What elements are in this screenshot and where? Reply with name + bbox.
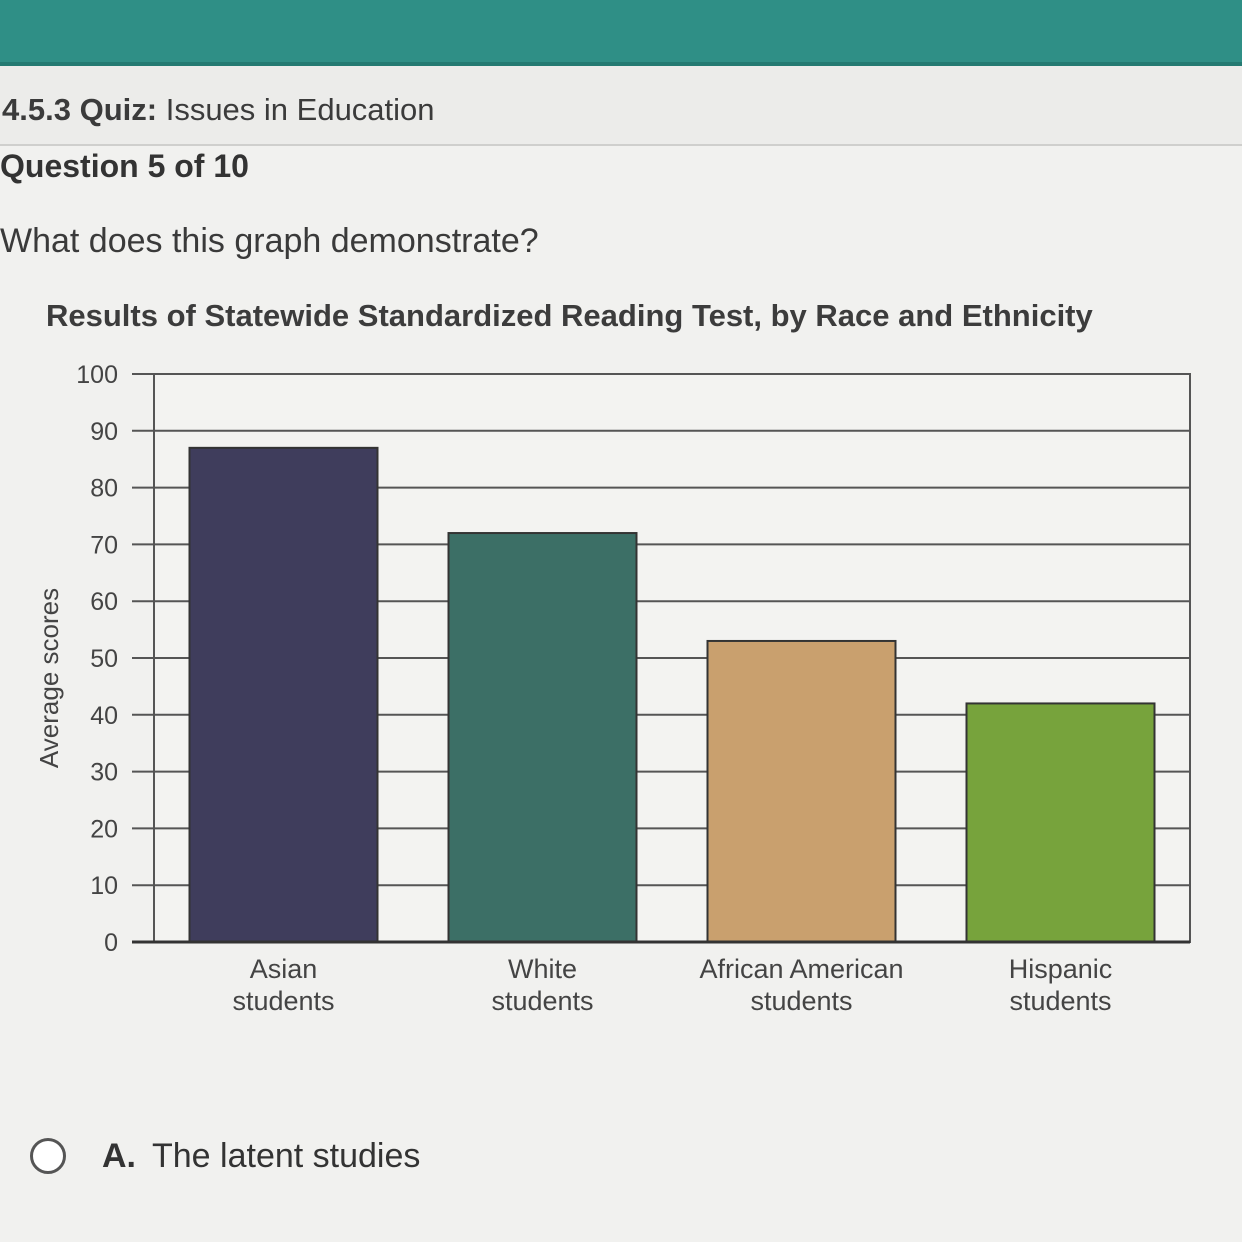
x-tick-label: students [491,986,593,1016]
quiz-number: 4.5.3 [2,92,71,127]
x-tick-label: African American [699,954,903,984]
quiz-kind: Quiz: [79,92,158,127]
y-axis-label: Average scores [34,588,64,768]
y-tick-label: 100 [76,361,118,389]
y-tick-label: 50 [90,645,118,673]
quiz-title: 4.5.3 Quiz: Issues in Education [2,92,435,128]
y-tick-label: 0 [104,929,118,957]
y-tick-label: 40 [90,702,118,730]
y-tick-label: 80 [90,475,118,503]
question-prompt: What does this graph demonstrate? [0,222,539,260]
bar [188,446,379,943]
bar [965,702,1156,943]
quiz-header [0,66,1242,146]
y-tick-label: 70 [90,531,118,559]
y-tick-label: 30 [90,759,118,787]
radio-button-icon[interactable] [30,1138,66,1174]
x-tick-label: students [750,986,852,1016]
y-tick-label: 60 [90,588,118,616]
question-progress: Question 5 of 10 [0,148,249,184]
x-tick-label: Hispanic [1009,954,1113,984]
top-band [0,0,1242,66]
quiz-name: Issues in Education [165,92,435,127]
bar [706,639,897,943]
x-tick-label: Asian [250,954,318,984]
y-tick-label: 20 [90,815,118,843]
answer-options: A. The latent studies [30,1130,420,1218]
option-a[interactable]: A. The latent studies [30,1130,420,1182]
option-text: The latent studies [152,1136,421,1175]
x-tick-label: White [508,954,577,984]
bar-chart: 0 10 20 30 40 50 60 70 80 90 100 Average scores Asia… [34,361,1191,1016]
option-letter: A. [102,1136,136,1175]
y-tick-label: 90 [90,418,118,446]
y-tick-label: 10 [90,872,118,900]
chart-title: Results of Statewide Standardized Readin… [46,298,1093,333]
bar [447,532,638,943]
x-tick-label: students [232,986,334,1016]
x-tick-label: students [1009,986,1111,1016]
